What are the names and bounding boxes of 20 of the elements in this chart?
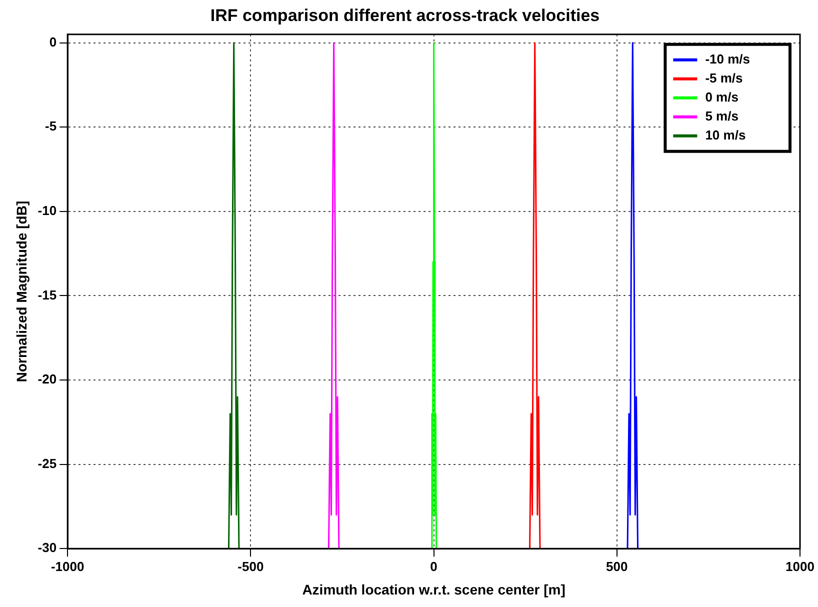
- x-axis-title: Azimuth location w.r.t. scene center [m]: [302, 581, 566, 598]
- legend-label: 10 m/s: [705, 127, 746, 142]
- x-tick-label: -1000: [50, 558, 84, 574]
- x-tick-label: 1000: [786, 558, 814, 574]
- x-tick-label: 500: [606, 558, 628, 574]
- y-tick-label: -5: [45, 118, 57, 134]
- legend-label: 5 m/s: [705, 108, 738, 124]
- y-tick-label: -25: [38, 456, 57, 471]
- y-axis-title: Normalized Magnitude [dB]: [13, 200, 30, 382]
- legend-label: -10 m/s: [705, 51, 750, 66]
- y-tick-label: -15: [38, 287, 57, 302]
- legend-label: -5 m/s: [705, 70, 743, 86]
- y-tick-label: -30: [38, 540, 57, 556]
- x-tick-label: -500: [238, 558, 264, 574]
- y-tick-label: -20: [38, 372, 57, 387]
- y-tick-label: -10: [38, 203, 57, 218]
- chart-title: IRF comparison different across-track velocities: [210, 6, 600, 25]
- legend-label: 0 m/s: [705, 89, 738, 104]
- y-tick-label: 0: [49, 34, 57, 50]
- x-tick-label: 0: [430, 558, 438, 574]
